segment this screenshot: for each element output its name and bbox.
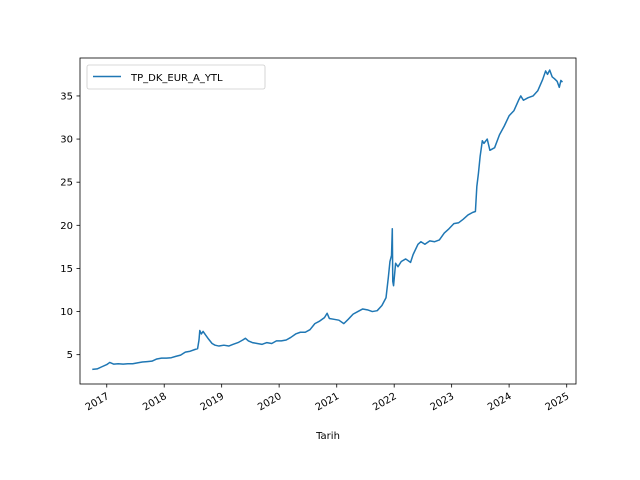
legend-box bbox=[86, 64, 266, 90]
series-layer bbox=[92, 69, 564, 371]
y-tick-label: 5 bbox=[67, 350, 73, 361]
series-line bbox=[92, 69, 564, 371]
y-axis-ticks: 5 10 15 20 25 30 35 bbox=[60, 91, 80, 361]
y-tick-label: 30 bbox=[60, 135, 73, 146]
plot-frame bbox=[79, 57, 577, 385]
plot-area bbox=[80, 58, 576, 384]
y-tick-label: 15 bbox=[60, 264, 73, 275]
y-tick-label: 35 bbox=[60, 91, 73, 102]
legend: TP_DK_EUR_A_YTL bbox=[86, 64, 266, 90]
y-tick-label: 25 bbox=[60, 178, 73, 189]
x-axis-label: Tarih bbox=[315, 431, 340, 442]
legend-label: TP_DK_EUR_A_YTL bbox=[130, 73, 223, 84]
y-tick-label: 20 bbox=[60, 221, 73, 232]
y-tick-label: 10 bbox=[60, 307, 73, 318]
